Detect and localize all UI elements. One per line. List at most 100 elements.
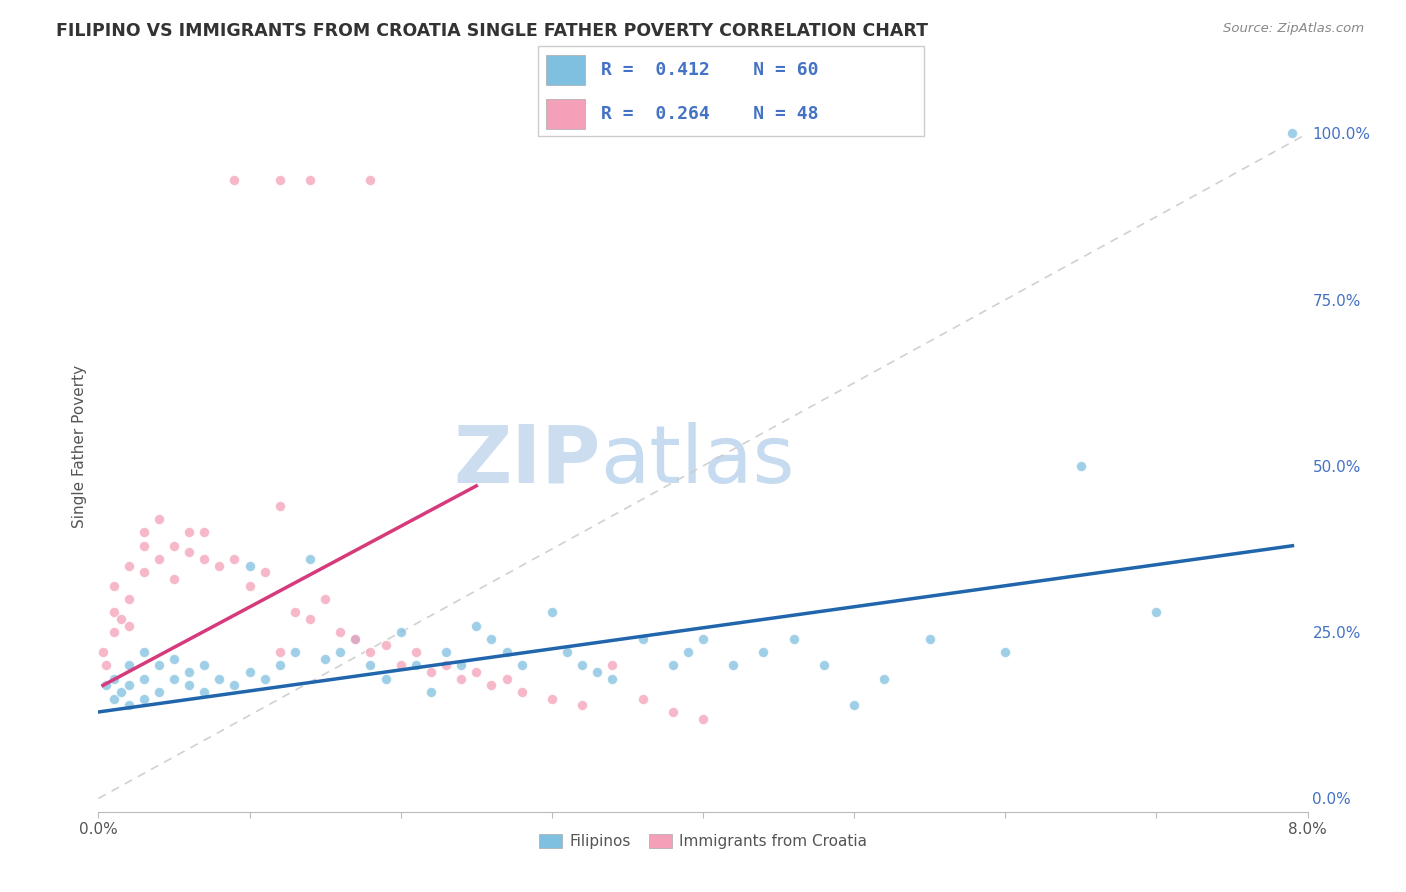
Point <box>103 625 125 640</box>
Point <box>1146 605 1168 619</box>
Point <box>602 672 624 686</box>
Point <box>329 645 352 659</box>
Point <box>360 658 382 673</box>
Point <box>813 658 835 673</box>
Point <box>118 678 141 692</box>
Point <box>179 525 201 540</box>
Point <box>269 499 291 513</box>
Point <box>918 632 941 646</box>
Point <box>269 645 291 659</box>
Point <box>344 632 367 646</box>
Point <box>360 173 382 187</box>
Point <box>360 645 382 659</box>
Point <box>132 539 155 553</box>
Point <box>314 652 336 666</box>
Point <box>450 672 472 686</box>
Point <box>193 658 215 673</box>
Point <box>1281 127 1303 141</box>
Text: FILIPINO VS IMMIGRANTS FROM CROATIA SINGLE FATHER POVERTY CORRELATION CHART: FILIPINO VS IMMIGRANTS FROM CROATIA SING… <box>56 22 928 40</box>
Point <box>540 691 562 706</box>
Point <box>239 558 262 573</box>
Point <box>465 665 488 679</box>
Point <box>224 552 246 566</box>
Point <box>110 685 132 699</box>
Point <box>208 558 231 573</box>
Point <box>179 678 201 692</box>
Point <box>239 665 262 679</box>
Point <box>163 652 186 666</box>
Point <box>405 645 427 659</box>
Point <box>208 672 231 686</box>
Point <box>571 658 593 673</box>
Point <box>631 691 654 706</box>
Point <box>239 579 262 593</box>
Bar <box>546 55 585 85</box>
Point <box>148 658 170 673</box>
Point <box>118 558 141 573</box>
Point <box>692 712 714 726</box>
Point <box>344 632 367 646</box>
Point <box>314 591 336 606</box>
Point <box>389 625 412 640</box>
Point <box>132 691 155 706</box>
Point <box>193 525 215 540</box>
Point <box>1070 458 1092 473</box>
Point <box>179 665 201 679</box>
Point <box>495 672 517 686</box>
Point <box>299 173 322 187</box>
Point <box>103 605 125 619</box>
Point <box>110 612 132 626</box>
Point <box>450 658 472 673</box>
Point <box>540 605 562 619</box>
Point <box>193 685 215 699</box>
Bar <box>546 99 585 129</box>
Point <box>994 645 1017 659</box>
Point <box>631 632 654 646</box>
Y-axis label: Single Father Poverty: Single Father Poverty <box>72 365 87 527</box>
Text: Source: ZipAtlas.com: Source: ZipAtlas.com <box>1223 22 1364 36</box>
Text: R =  0.264    N = 48: R = 0.264 N = 48 <box>602 105 818 123</box>
Point <box>224 173 246 187</box>
Point <box>434 645 457 659</box>
Point <box>118 698 141 713</box>
Point <box>253 672 276 686</box>
Point <box>148 685 170 699</box>
Point <box>465 618 488 632</box>
Point <box>676 645 699 659</box>
Point <box>284 645 307 659</box>
Point <box>118 658 141 673</box>
Point <box>103 579 125 593</box>
Point <box>224 678 246 692</box>
Point <box>844 698 866 713</box>
Point <box>692 632 714 646</box>
Point <box>179 545 201 559</box>
Point <box>91 645 114 659</box>
Legend: Filipinos, Immigrants from Croatia: Filipinos, Immigrants from Croatia <box>533 828 873 855</box>
Point <box>405 658 427 673</box>
Point <box>571 698 593 713</box>
Point <box>118 591 141 606</box>
Point <box>148 512 170 526</box>
Point <box>374 672 396 686</box>
Point <box>284 605 307 619</box>
FancyBboxPatch shape <box>538 46 924 136</box>
Point <box>602 658 624 673</box>
Point <box>420 685 443 699</box>
Point <box>94 678 117 692</box>
Point <box>752 645 775 659</box>
Point <box>163 539 186 553</box>
Point <box>253 566 276 580</box>
Point <box>163 572 186 586</box>
Point <box>103 691 125 706</box>
Point <box>481 632 503 646</box>
Point <box>269 173 291 187</box>
Point <box>389 658 412 673</box>
Point <box>434 658 457 673</box>
Point <box>374 639 396 653</box>
Point <box>510 685 533 699</box>
Point <box>495 645 517 659</box>
Point <box>510 658 533 673</box>
Point <box>873 672 896 686</box>
Point <box>94 658 117 673</box>
Point <box>132 525 155 540</box>
